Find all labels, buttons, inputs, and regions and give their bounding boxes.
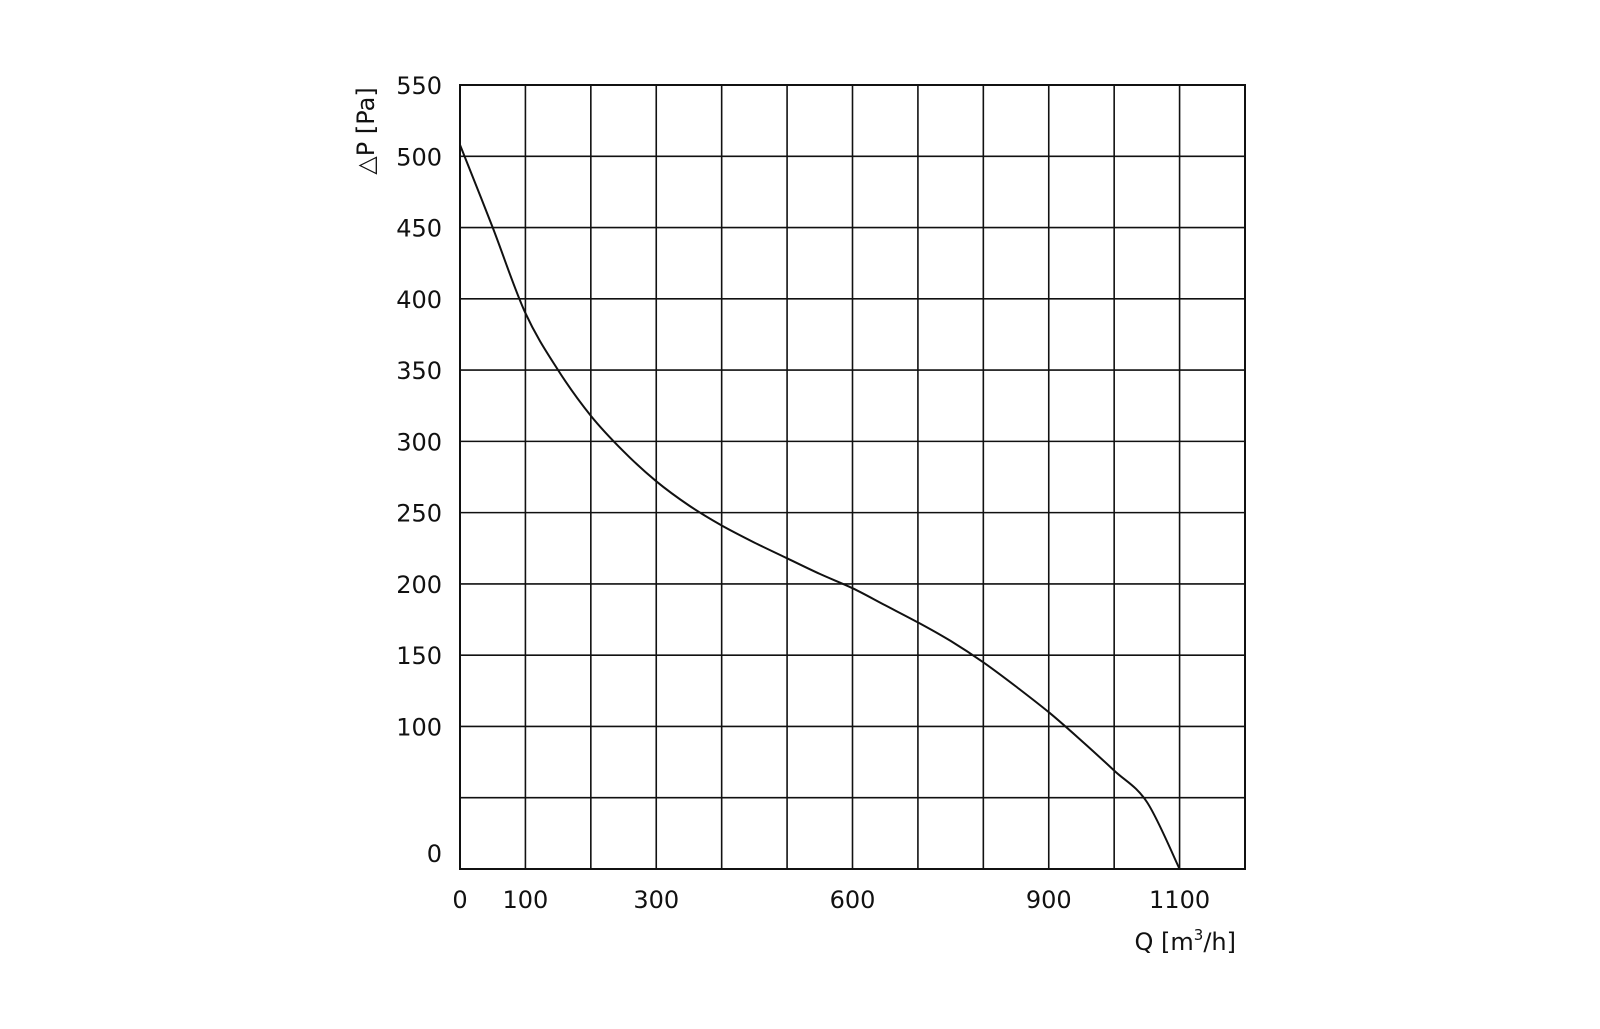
x-tick-label: 900	[1026, 886, 1072, 914]
x-tick-label: 1100	[1149, 886, 1210, 914]
y-tick-label: 350	[396, 357, 442, 385]
x-axis-label: Q [m3/h]	[1135, 926, 1236, 956]
x-axis-label-superscript: 3	[1194, 926, 1204, 944]
series-layer	[459, 144, 1181, 870]
plot-frame	[459, 84, 1246, 870]
y-tick-label: 300	[396, 428, 442, 456]
y-tick-label: 450	[396, 215, 442, 243]
y-tick-label: 200	[396, 571, 442, 599]
pressure-flow-curve-0	[459, 144, 1181, 870]
x-axis-label-unit: /h]	[1203, 928, 1236, 956]
y-tick-label: 0	[427, 840, 442, 868]
x-tick-label: 600	[830, 886, 876, 914]
y-tick-label: 500	[396, 143, 442, 171]
y-tick-label: 550	[396, 72, 442, 100]
y-tick-label: 250	[396, 500, 442, 528]
y-tick-label: 150	[396, 642, 442, 670]
x-tick-label: 0	[452, 886, 467, 914]
x-tick-label: 300	[633, 886, 679, 914]
x-axis-label-main: Q [m	[1135, 928, 1194, 956]
x-tick-label: 100	[503, 886, 549, 914]
x-tick-labels: 0 100 300 600 900 1100	[452, 886, 1210, 914]
y-tick-label: 100	[396, 713, 442, 741]
y-tick-label: 400	[396, 286, 442, 314]
y-axis-label: △P [Pa]	[352, 87, 380, 174]
grid	[459, 84, 1246, 870]
y-tick-labels: 0 100 150 200 250 300 350 400 450 500 550	[396, 72, 442, 868]
